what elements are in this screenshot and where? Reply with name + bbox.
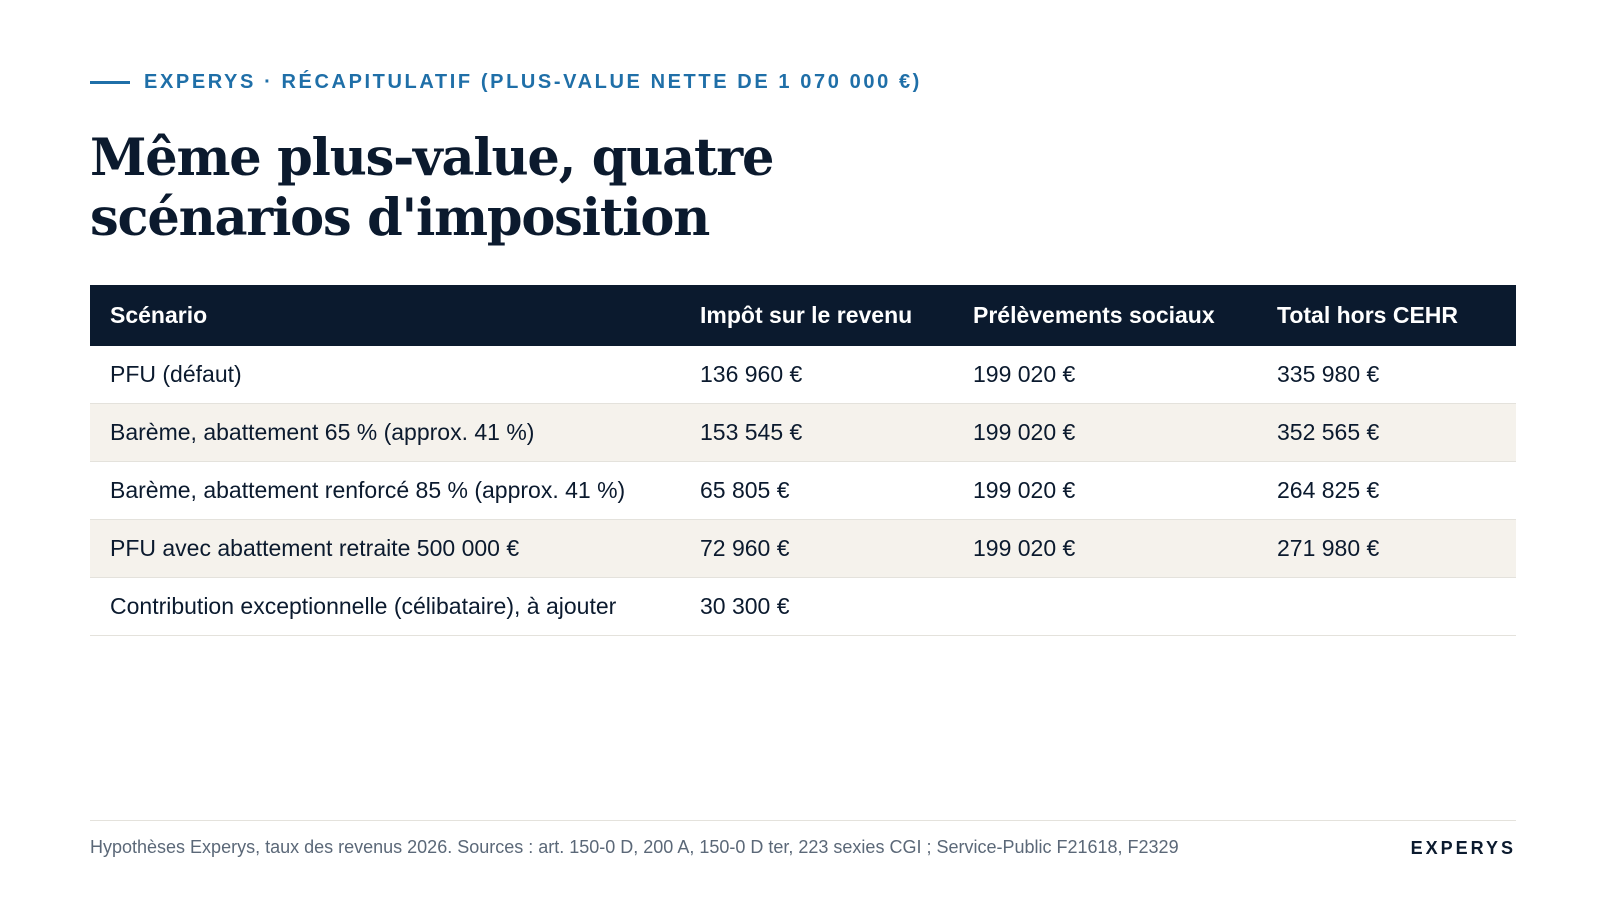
- cell-scenario: PFU (défaut): [90, 346, 680, 404]
- column-header-total: Total hors CEHR: [1277, 302, 1459, 328]
- cell-scenario: Barème, abattement renforcé 85 % (approx…: [90, 461, 680, 520]
- cell-income-tax: 30 300 €: [680, 577, 953, 636]
- cell-social-levies: 199 020 €: [953, 461, 1257, 520]
- eyebrow-label: EXPERYS · RÉCAPITULATIF (PLUS-VALUE NETT…: [144, 70, 922, 93]
- cell-total: 335 980 €: [1257, 346, 1516, 404]
- cell-total: 352 565 €: [1257, 403, 1516, 462]
- cell-total: 264 825 €: [1257, 461, 1516, 520]
- table-row: PFU (défaut) 136 960 € 199 020 € 335 980…: [90, 346, 1516, 404]
- cell-scenario: PFU avec abattement retraite 500 000 €: [90, 519, 680, 578]
- column-header-scenario: Scénario: [110, 302, 208, 328]
- table-header-row: Scénario Impôt sur le revenu Prélèvement…: [90, 285, 1516, 346]
- cell-scenario: Barème, abattement 65 % (approx. 41 %): [90, 403, 680, 462]
- footer-divider: [90, 820, 1516, 821]
- page-title-line-2: scénarios d'imposition: [90, 188, 710, 248]
- footer-brand-logo: EXPERYS: [1410, 838, 1516, 858]
- cell-social-levies: 199 020 €: [953, 346, 1257, 404]
- cell-social-levies: [953, 577, 1257, 636]
- cell-total: 271 980 €: [1257, 519, 1516, 578]
- cell-income-tax: 65 805 €: [680, 461, 953, 520]
- cell-social-levies: 199 020 €: [953, 519, 1257, 578]
- eyebrow: EXPERYS · RÉCAPITULATIF (PLUS-VALUE NETT…: [90, 70, 922, 94]
- cell-social-levies: 199 020 €: [953, 403, 1257, 462]
- table-row: Barème, abattement 65 % (approx. 41 %) 1…: [90, 403, 1516, 462]
- slide: EXPERYS · RÉCAPITULATIF (PLUS-VALUE NETT…: [90, 0, 1516, 900]
- cell-income-tax: 136 960 €: [680, 346, 953, 404]
- cell-total: [1257, 577, 1516, 636]
- page-title: Même plus-value, quatre scénarios d'impo…: [90, 128, 850, 248]
- table-row: PFU avec abattement retraite 500 000 € 7…: [90, 519, 1516, 578]
- table-row: Contribution exceptionnelle (célibataire…: [90, 577, 1516, 636]
- footer-sources-note: Hypothèses Experys, taux des revenus 202…: [90, 837, 1179, 857]
- cell-income-tax: 153 545 €: [680, 403, 953, 462]
- table-row: Barème, abattement renforcé 85 % (approx…: [90, 461, 1516, 520]
- scenario-table: Scénario Impôt sur le revenu Prélèvement…: [90, 285, 1516, 636]
- column-header-social-levies: Prélèvements sociaux: [973, 302, 1215, 328]
- eyebrow-accent-line: [90, 80, 130, 84]
- page-title-line-1: Même plus-value, quatre: [90, 128, 774, 188]
- cell-income-tax: 72 960 €: [680, 519, 953, 578]
- column-header-income-tax: Impôt sur le revenu: [700, 302, 913, 328]
- cell-scenario: Contribution exceptionnelle (célibataire…: [90, 577, 680, 636]
